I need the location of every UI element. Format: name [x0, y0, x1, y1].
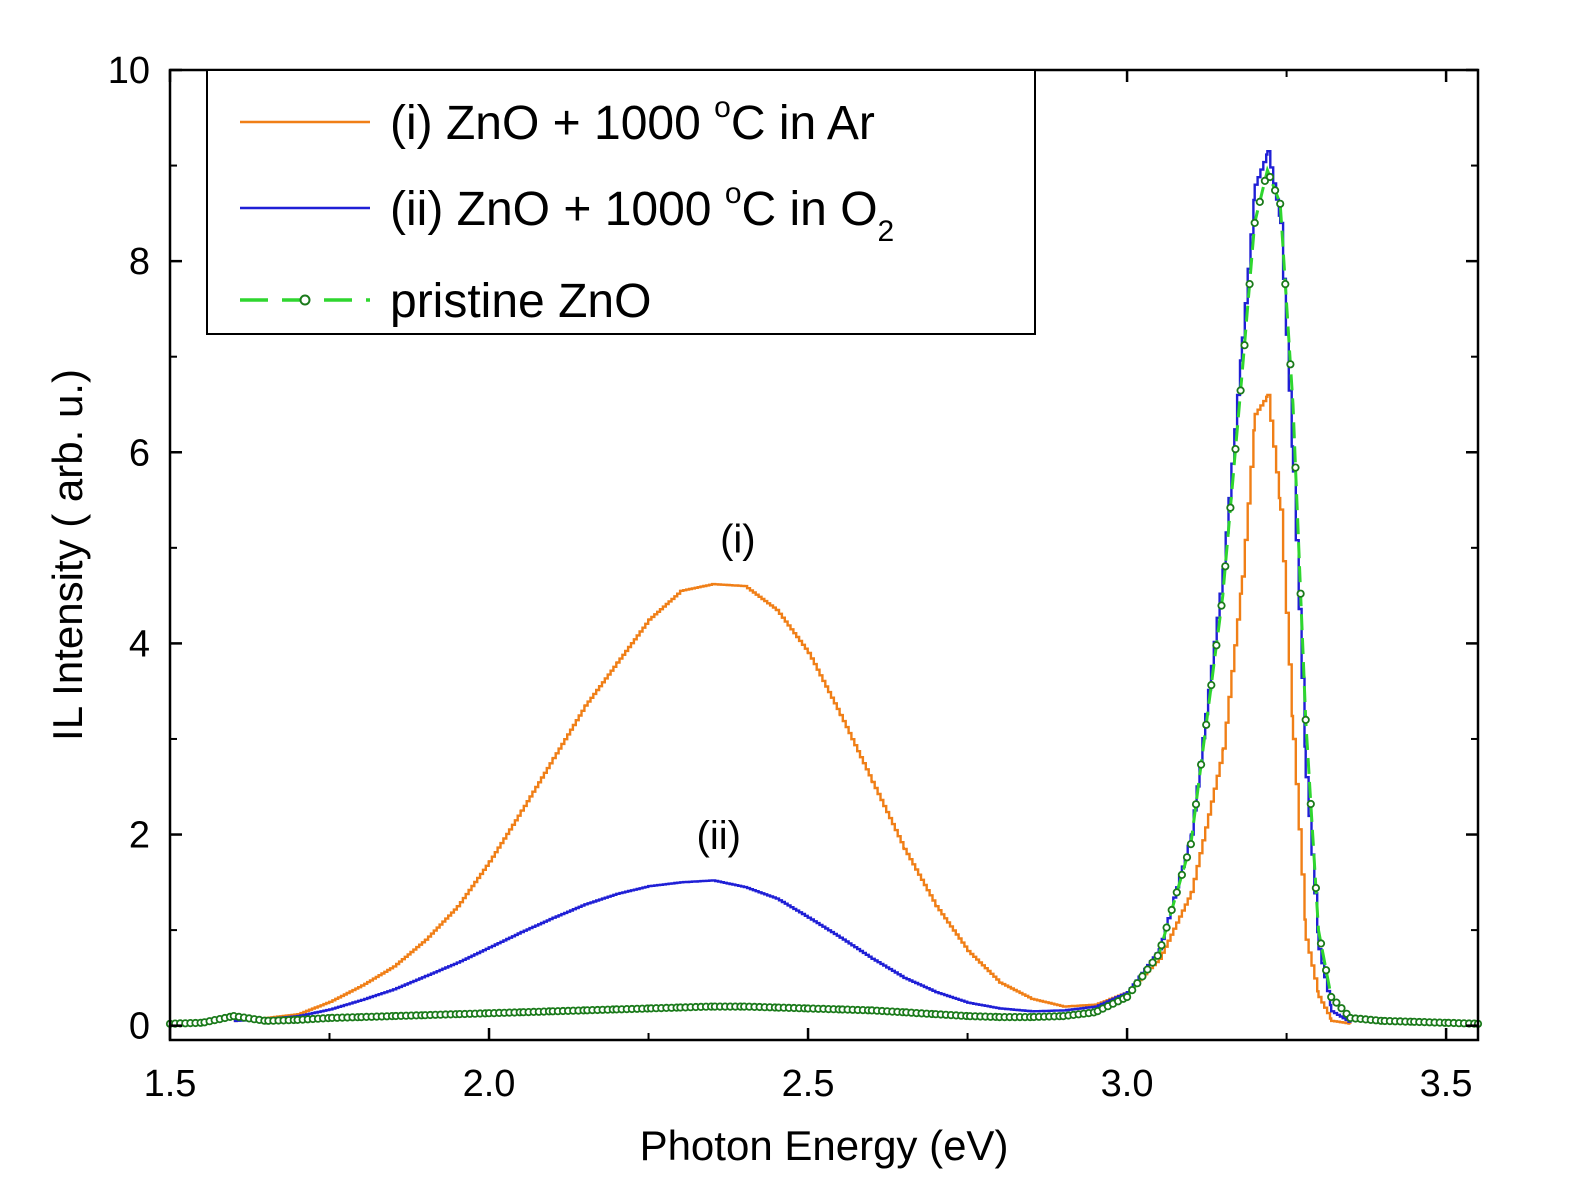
series-layer [165, 150, 1483, 1028]
series-3-marker [1322, 966, 1331, 975]
legend-label-tail: C in Ar [731, 97, 875, 150]
series-3-marker [1148, 958, 1157, 967]
series-3-marker [1265, 172, 1275, 182]
series-3-marker [1332, 998, 1341, 1007]
series-3-marker [1276, 199, 1285, 208]
series-3-marker [1221, 562, 1230, 571]
y-axis-title: IL Intensity ( arb. u.) [44, 369, 91, 741]
series-2-line [233, 150, 1352, 1023]
annotation-label: (ii) [697, 814, 741, 858]
legend-box [206, 69, 1036, 335]
legend-label-tail: C in O [742, 183, 878, 236]
series-3-marker [1301, 715, 1310, 725]
series-3-marker [1128, 985, 1137, 995]
series-3-marker [1212, 641, 1221, 650]
legend-swatch-marker [299, 294, 311, 306]
series-2 [233, 150, 1352, 1023]
y-tick-label: 4 [129, 623, 150, 665]
annotation-layer: (i) (ii) [697, 518, 756, 858]
series-3-marker [1172, 888, 1181, 897]
legend: (i) ZnO + 1000 oC in Ar(ii) ZnO + 1000 o… [206, 69, 1036, 335]
series-3-marker [1197, 760, 1206, 769]
legend-label-main: pristine ZnO [390, 275, 651, 328]
series-3-marker [1207, 680, 1216, 690]
series-3-marker [1202, 720, 1211, 729]
series-3-marker [1306, 799, 1315, 809]
series-1 [233, 393, 1352, 1025]
legend-label-degree: o [725, 177, 742, 210]
legend-item-1: (i) ZnO + 1000 oC in Ar [240, 91, 875, 150]
series-3-marker [1281, 279, 1290, 289]
series-3-marker [1291, 463, 1300, 472]
legend-item-2: (ii) ZnO + 1000 oC in O2 [240, 177, 894, 248]
legend-item-3: pristine ZnO [240, 275, 651, 328]
series-3-marker [1250, 218, 1259, 227]
series-3-marker [1186, 839, 1196, 849]
series-3-marker [1255, 197, 1264, 206]
ticks-layer: 1.5 2.0 2.5 3.0 3.5 0 2 4 6 8 10 [108, 50, 1478, 1105]
series-3-marker [1240, 341, 1249, 350]
series-3-marker [1177, 870, 1187, 880]
annotation-label: (i) [720, 518, 756, 562]
series-3-marker [1138, 972, 1147, 981]
series-3-marker [1123, 992, 1132, 1002]
series-3-marker [1327, 992, 1336, 1002]
series-3-marker [1182, 853, 1192, 862]
series-3-marker [1231, 444, 1240, 454]
series-3-marker [1162, 923, 1171, 932]
y-tick-label: 10 [108, 50, 150, 92]
series-3-marker [1153, 951, 1162, 960]
legend-label-degree: o [714, 91, 731, 124]
series-3-marker [1191, 800, 1201, 809]
series-3-marker [1236, 386, 1245, 395]
series-1-line [233, 393, 1352, 1025]
series-3-marker [1245, 279, 1254, 289]
legend-label-main: (i) ZnO + 1000 [390, 97, 714, 150]
series-3-marker [1157, 941, 1166, 950]
x-tick-label: 1.5 [144, 1063, 197, 1105]
x-tick-label: 2.5 [782, 1063, 835, 1105]
series-3-marker [1133, 979, 1142, 988]
x-tick-label: 3.0 [1101, 1063, 1154, 1105]
x-axis-title: Photon Energy (eV) [640, 1122, 1009, 1169]
x-tick-label: 3.5 [1420, 1063, 1473, 1105]
series-3-marker [1271, 186, 1280, 195]
series-3-marker [1296, 589, 1305, 598]
y-tick-label: 8 [129, 241, 150, 283]
series-3 [165, 165, 1483, 1028]
x-tick-label: 2.0 [463, 1063, 516, 1105]
y-tick-label: 2 [129, 815, 150, 857]
y-tick-label: 6 [129, 432, 150, 474]
legend-label: (ii) ZnO + 1000 oC in O2 [390, 177, 894, 248]
legend-label: pristine ZnO [390, 275, 651, 328]
series-3-marker [1226, 503, 1235, 512]
series-3-marker [1311, 883, 1321, 893]
series-3-marker [1167, 905, 1176, 915]
legend-label-subscript: 2 [878, 215, 895, 248]
legend-label-main: (ii) ZnO + 1000 [390, 183, 725, 236]
y-tick-label: 0 [129, 1006, 150, 1048]
series-3-marker [1337, 1004, 1346, 1013]
series-3-marker [1143, 965, 1152, 974]
series-3-marker [1316, 939, 1326, 948]
series-3-marker [1217, 601, 1226, 610]
legend-label: (i) ZnO + 1000 oC in Ar [390, 91, 875, 150]
series-3-marker [1286, 360, 1295, 369]
series-3-marker [1260, 176, 1270, 185]
